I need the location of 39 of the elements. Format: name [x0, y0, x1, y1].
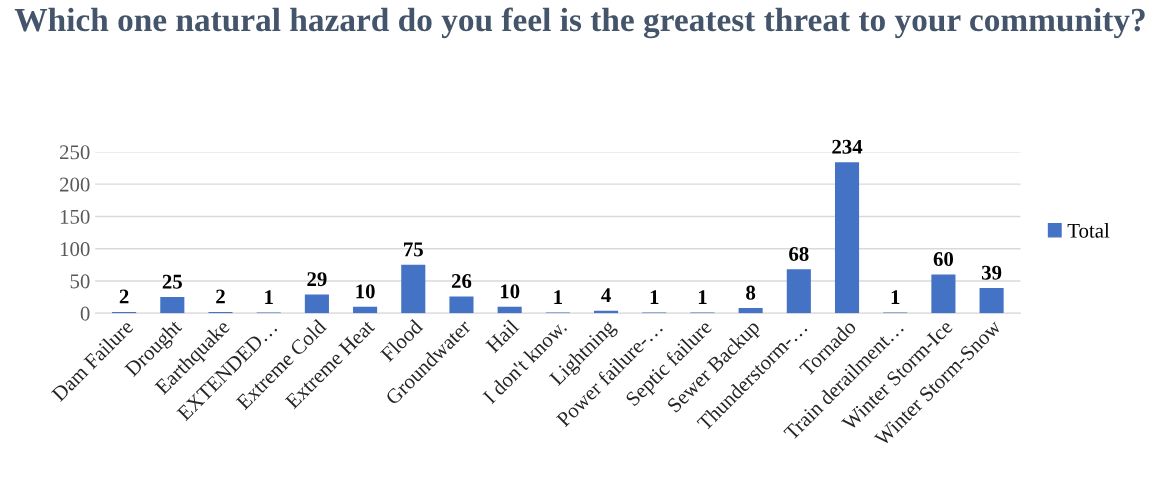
bar — [786, 269, 811, 314]
data-label: 29 — [307, 272, 327, 287]
data-label: 26 — [451, 274, 472, 289]
bar — [931, 274, 956, 314]
bar — [979, 288, 1004, 314]
bar — [401, 264, 426, 314]
data-label: 2 — [216, 289, 225, 304]
data-label: 60 — [933, 252, 954, 267]
data-label: 25 — [162, 274, 182, 289]
bar — [304, 294, 329, 314]
bar — [160, 297, 185, 314]
data-label: 39 — [981, 265, 1002, 280]
bar — [449, 296, 474, 314]
data-label: 234 — [832, 139, 863, 154]
data-label: 10 — [500, 284, 520, 299]
data-label: 4 — [601, 288, 611, 303]
bar — [834, 162, 860, 314]
legend-label: Total — [1067, 223, 1110, 238]
data-label: 8 — [746, 285, 756, 300]
data-label: 1 — [891, 290, 900, 304]
y-tick-label: 50 — [70, 274, 90, 289]
bar — [353, 306, 378, 314]
chart-title: Which one natural hazard do you feel is the greatest threat to your community? — [14, 7, 1145, 39]
y-tick-label: 0 — [80, 306, 90, 321]
data-label: 10 — [356, 284, 375, 299]
data-label: 68 — [789, 246, 809, 261]
y-tick-label: 200 — [60, 177, 90, 192]
data-label: 1 — [265, 290, 273, 304]
x-tick-label: Hail — [484, 318, 520, 354]
data-label: 1 — [698, 290, 707, 304]
bar — [738, 308, 763, 314]
y-tick-label: 250 — [60, 145, 90, 160]
bar — [497, 306, 522, 314]
data-label: 1 — [554, 290, 562, 304]
data-label: 75 — [404, 242, 423, 257]
y-tick-label: 150 — [60, 209, 90, 224]
y-tick-label: 100 — [60, 242, 90, 257]
data-label: 1 — [650, 290, 659, 304]
data-label: 2 — [119, 289, 129, 304]
